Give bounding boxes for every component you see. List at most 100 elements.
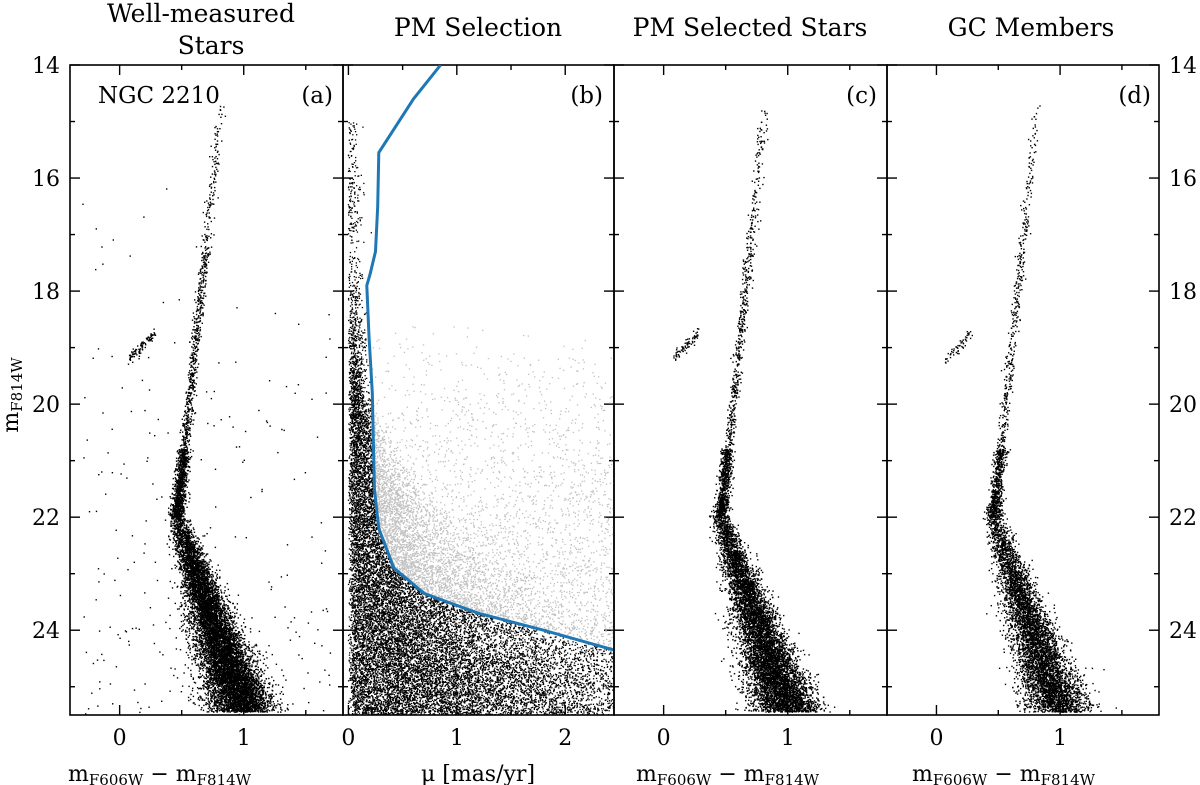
- data-point: [194, 649, 196, 652]
- data-point: [268, 683, 271, 685]
- data-point: [192, 572, 194, 574]
- data-point: [207, 585, 209, 587]
- data-point: [179, 568, 182, 570]
- data-point: [183, 672, 185, 674]
- data-point: [212, 619, 214, 621]
- data-point: [232, 666, 234, 668]
- data-point: [189, 600, 191, 602]
- data-point: [263, 690, 265, 692]
- data-point: [259, 695, 261, 697]
- data-point: [191, 544, 193, 546]
- data-point: [207, 685, 209, 687]
- data-point: [186, 551, 189, 553]
- data-point: [228, 594, 231, 596]
- data-point: [205, 624, 207, 626]
- data-point: [198, 538, 200, 540]
- data-point: [186, 535, 188, 537]
- data-point: [216, 710, 219, 712]
- data-point: [211, 709, 213, 711]
- data-point: [221, 695, 223, 697]
- data-point: [211, 583, 213, 586]
- data-point: [265, 697, 267, 700]
- data-point: [243, 641, 246, 643]
- data-point: [205, 553, 208, 555]
- data-point: [187, 565, 189, 567]
- data-point: [197, 537, 199, 539]
- data-point: [246, 684, 248, 687]
- data-point: [242, 697, 245, 699]
- data-point: [226, 701, 229, 703]
- data-point: [248, 705, 250, 707]
- data-point: [203, 704, 205, 707]
- data-point: [218, 704, 220, 707]
- data-point: [252, 692, 254, 694]
- data-point: [259, 697, 261, 700]
- data-point: [220, 602, 222, 605]
- data-point: [225, 638, 227, 640]
- data-point: [257, 698, 259, 701]
- data-point: [200, 613, 203, 616]
- data-point: [178, 530, 180, 532]
- data-point: [170, 530, 172, 532]
- data-point: [281, 702, 283, 704]
- data-point: [203, 688, 205, 690]
- data-point: [248, 701, 250, 704]
- data-point: [212, 650, 214, 653]
- data-point: [230, 620, 232, 622]
- data-point: [212, 705, 214, 708]
- data-point: [219, 695, 221, 698]
- data-point: [208, 651, 210, 653]
- data-point: [240, 697, 242, 699]
- data-point: [263, 708, 266, 710]
- data-point: [182, 537, 184, 540]
- data-point: [233, 659, 235, 661]
- data-point: [199, 652, 201, 654]
- data-point: [178, 531, 180, 534]
- data-point: [191, 575, 193, 577]
- data-point: [209, 639, 211, 641]
- data-point: [224, 622, 226, 624]
- data-point: [208, 590, 211, 592]
- data-point: [194, 546, 196, 548]
- data-point: [197, 664, 199, 666]
- data-point: [203, 660, 205, 663]
- data-point: [198, 648, 200, 651]
- data-point: [199, 655, 201, 657]
- data-point: [225, 612, 228, 615]
- data-point: [248, 661, 250, 663]
- data-point: [209, 568, 211, 570]
- data-point: [251, 675, 253, 678]
- data-point: [258, 707, 260, 709]
- data-point: [189, 632, 191, 635]
- data-point: [192, 551, 194, 554]
- data-point: [201, 564, 203, 566]
- data-point: [230, 634, 233, 636]
- data-point: [200, 648, 203, 650]
- data-point: [234, 623, 236, 625]
- data-point: [225, 684, 227, 686]
- data-point: [185, 591, 187, 594]
- data-point: [182, 571, 184, 573]
- data-point: [220, 696, 222, 698]
- data-point: [221, 611, 223, 614]
- data-point: [202, 535, 204, 537]
- data-point: [227, 681, 229, 683]
- data-point: [189, 555, 191, 557]
- data-point: [192, 543, 194, 546]
- data-point: [242, 700, 244, 703]
- data-point: [263, 686, 265, 689]
- data-point: [218, 651, 221, 653]
- data-point: [253, 683, 255, 685]
- data-point: [200, 562, 203, 564]
- data-point: [208, 587, 211, 589]
- data-point: [264, 701, 266, 704]
- data-point: [219, 685, 221, 687]
- data-point: [199, 574, 201, 576]
- data-point: [254, 679, 256, 681]
- data-point: [198, 696, 200, 699]
- data-point: [194, 557, 196, 559]
- data-point: [203, 552, 205, 555]
- data-point: [175, 540, 177, 542]
- data-point: [263, 672, 265, 675]
- data-point: [226, 705, 228, 708]
